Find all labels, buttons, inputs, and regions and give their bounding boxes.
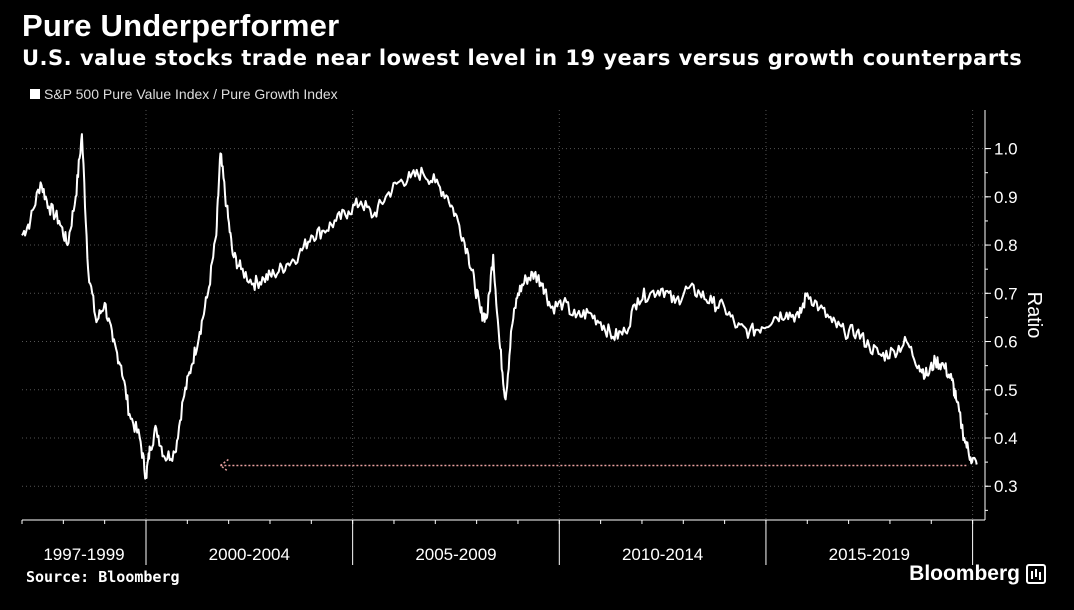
bloomberg-chart-icon <box>1026 564 1046 584</box>
source-note: Source: Bloomberg <box>26 568 180 586</box>
y-tick-label-2: 0.5 <box>994 381 1018 400</box>
legend-swatch <box>30 89 40 99</box>
chart-subtitle: U.S. value stocks trade near lowest leve… <box>22 46 1023 70</box>
y-tick-label-1: 0.4 <box>994 429 1018 448</box>
legend: S&P 500 Pure Value Index / Pure Growth I… <box>30 86 338 102</box>
x-tick-label-3: 2010-2014 <box>622 545 703 564</box>
y-tick-label-3: 0.6 <box>994 333 1018 352</box>
x-tick-label-2: 2005-2009 <box>415 545 496 564</box>
y-tick-label-6: 0.9 <box>994 188 1018 207</box>
y-tick-label-4: 0.7 <box>994 284 1018 303</box>
y-axis-label: Ratio <box>1023 292 1045 339</box>
series-line-value-growth-ratio <box>21 133 978 480</box>
legend-label: S&P 500 Pure Value Index / Pure Growth I… <box>44 86 338 102</box>
brand-name: Bloomberg <box>909 562 1020 585</box>
x-tick-label-4: 2015-2019 <box>829 545 910 564</box>
x-tick-label-0: 1997-1999 <box>43 545 124 564</box>
reference-arrowhead <box>219 458 229 473</box>
chart-title: Pure Underperformer <box>22 8 340 43</box>
y-tick-label-0: 0.3 <box>994 477 1018 496</box>
x-tick-label-1: 2000-2004 <box>209 545 290 564</box>
brand-logo: Bloomberg <box>909 562 1046 586</box>
y-tick-label-7: 1.0 <box>994 140 1018 159</box>
y-tick-label-5: 0.8 <box>994 236 1018 255</box>
